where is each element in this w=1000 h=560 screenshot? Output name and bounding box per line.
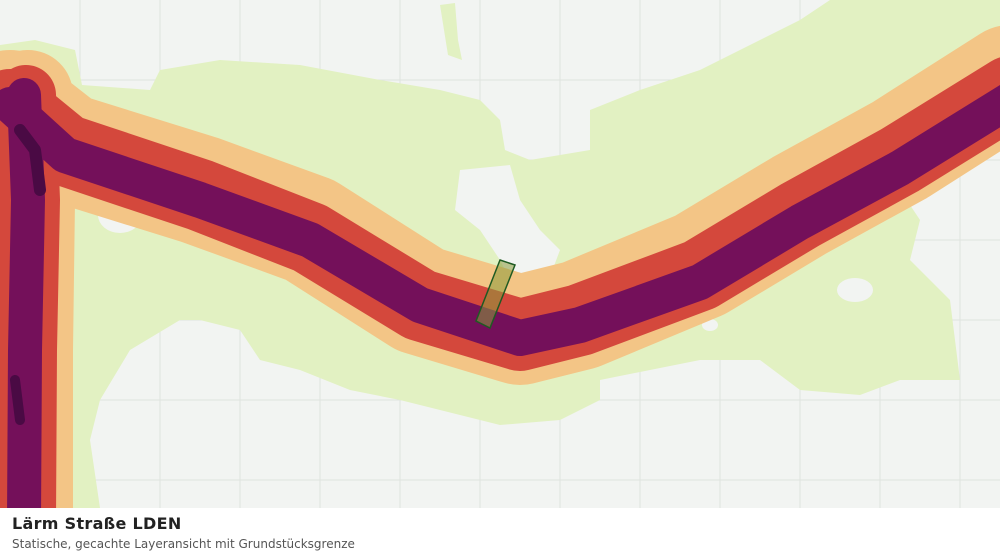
title: Lärm Straße LDEN [12, 514, 182, 533]
map [0, 0, 1000, 508]
caption: Lärm Straße LDEN Statische, gecachte Lay… [0, 508, 1000, 560]
noise-bands [0, 26, 1000, 508]
parcel-boundary[interactable] [475, 259, 516, 330]
subtitle: Statische, gecachte Layeransicht mit Gru… [12, 537, 355, 551]
